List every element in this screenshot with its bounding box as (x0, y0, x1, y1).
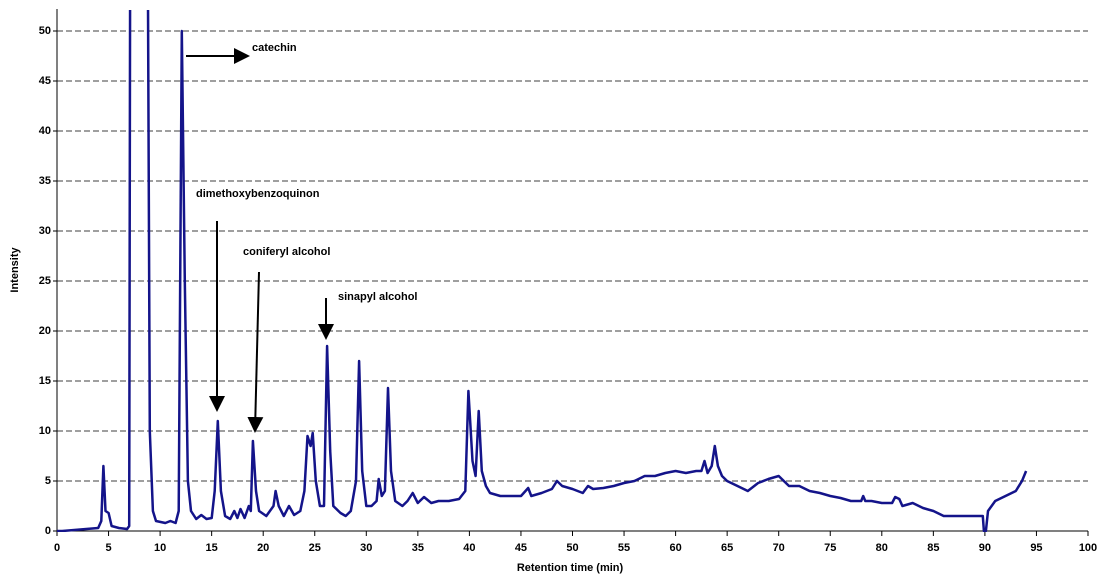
x-tick-label: 5 (105, 542, 111, 554)
x-tick-label: 65 (721, 542, 733, 554)
x-tick-label: 70 (773, 542, 785, 554)
line (57, 10, 1028, 532)
y-tick-label: 50 (39, 25, 51, 37)
x-tick-label: 55 (618, 542, 630, 554)
y-tick-label: 40 (39, 125, 51, 137)
x-tick-label: 60 (669, 542, 681, 554)
annotation: coniferyl alcohol (243, 246, 330, 258)
x-tick-label: 85 (927, 542, 939, 554)
x-tick-label: 25 (309, 542, 321, 554)
y-tick-label: 25 (39, 275, 51, 287)
x-tick-label: 35 (412, 542, 424, 554)
y-tick-label: 5 (45, 475, 51, 487)
y-tick-label: 45 (39, 75, 51, 87)
y-tick-label: 20 (39, 325, 51, 337)
x-tick-label: 40 (463, 542, 475, 554)
x-tick-label: 10 (154, 542, 166, 554)
y-axis-label: Intensity (9, 247, 21, 293)
annotation: dimethoxybenzoquinon (196, 188, 320, 200)
y-tick-label: 10 (39, 425, 51, 437)
x-tick-label: 50 (566, 542, 578, 554)
y-tick-label: 0 (45, 525, 51, 537)
y-tick-label: 30 (39, 225, 51, 237)
x-tick-label: 30 (360, 542, 372, 554)
annotation: sinapyl alcohol (338, 291, 417, 303)
annotation-arrow (247, 271, 264, 433)
x-tick-label: 75 (824, 542, 836, 554)
x-tick-label: 90 (979, 542, 991, 554)
x-tick-label: 45 (515, 542, 527, 554)
x-tick-label: 80 (876, 542, 888, 554)
annotation: catechin (252, 42, 297, 54)
y-tick-label: 35 (39, 175, 51, 187)
x-tick-label: 95 (1030, 542, 1042, 554)
x-tick-label: 20 (257, 542, 269, 554)
x-tick-label: 15 (206, 542, 218, 554)
x-tick-label: 0 (54, 542, 60, 554)
x-axis-label: Retention time (min) (517, 562, 624, 574)
y-tick-label: 15 (39, 375, 51, 387)
x-tick-label: 100 (1079, 542, 1097, 554)
